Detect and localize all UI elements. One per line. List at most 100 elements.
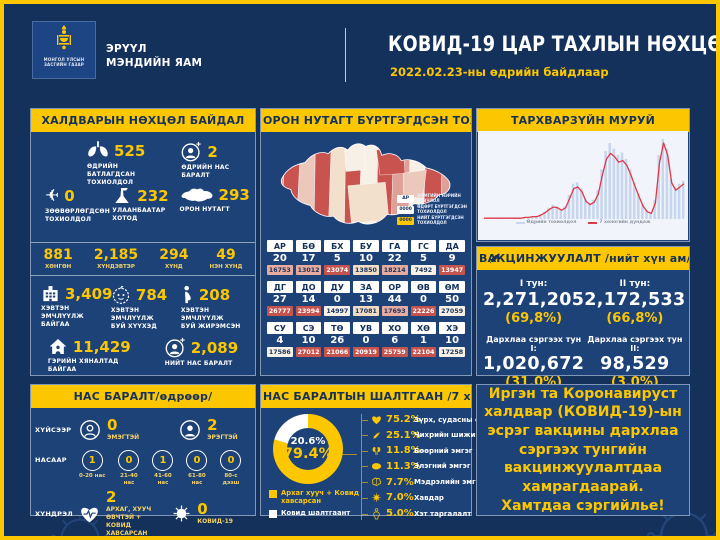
cause-label: Зүрх, судасны өвчин xyxy=(414,415,499,424)
death-count: 2 xyxy=(106,488,117,507)
aimag-code: ДГ xyxy=(267,281,293,293)
aimag-code: СЭ xyxy=(295,322,322,334)
covid-only-share: 20.6% xyxy=(290,435,326,447)
dose-value: 2,172,533 xyxy=(584,290,686,310)
legend-label: ӨДӨРТ БҮРТГЭГДСЭН ТОХИОЛДОЛ xyxy=(417,204,467,214)
death-cause-donut-chart: 20.6% 79.4% xyxy=(273,414,343,484)
death-count: 2 xyxy=(207,416,218,435)
cause-label: Хэт таргалалт xyxy=(414,509,472,518)
obesity-icon xyxy=(370,508,383,520)
aimag-cell-АР: АР 20 16753 xyxy=(267,240,293,275)
aimag-table-row: ДГ 27 26777 ДО 14 23994 ДУ 0 14997 ЗА 13 17081 ОР 44 1… xyxy=(267,281,465,316)
stat-value: 525 xyxy=(114,142,146,160)
cause-list: 75.2% Зүрх, судасны өвчин 25.1% Чихрийн … xyxy=(361,414,499,520)
stat-label: НИЙТ НАС БАРАЛТ xyxy=(164,360,233,367)
heart-pulse-icon xyxy=(79,505,100,524)
aimag-total-cases: 21066 xyxy=(324,347,351,357)
map-legend-item: 0000 ӨДӨРТ БҮРТГЭГДСЭН ТОХИОЛДОЛ xyxy=(397,204,467,214)
age-label: 21-40 нас xyxy=(120,473,138,486)
aimag-daily-cases: 10 xyxy=(301,335,316,346)
aimag-code: ДО xyxy=(295,281,322,293)
legend-swatch xyxy=(588,221,598,224)
brain-icon xyxy=(370,477,383,487)
vaccination-panel: ВАКЦИНЖУУЛАЛТ /нийт хүн ам/ I тун: 2,271… xyxy=(476,246,690,390)
chart-legend-item: 7 хоногийн дундаж xyxy=(588,220,650,225)
logo-caption: МОНГОЛ УЛСЫН ЗАСГИЙН ГАЗАР xyxy=(43,57,85,67)
female-icon xyxy=(79,419,101,441)
aimag-daily-cases: 50 xyxy=(445,294,460,305)
vaccination-stats: I тун: 2,271,205 (69,8%) II тун: 2,172,5… xyxy=(477,270,689,390)
heart-icon xyxy=(370,415,383,425)
panel-title-bar: ВАКЦИНЖУУЛАЛТ /нийт хүн ам/ xyxy=(477,247,689,270)
aimag-code: ТӨ xyxy=(324,322,351,334)
daily-deaths-panel: НАС БАРАЛТ/өдрөөр/ ХҮЙСЭЭР 0 ЭМЭГТЭЙ xyxy=(30,384,256,536)
legend-swatch xyxy=(269,509,277,518)
aimag-daily-cases: 10 xyxy=(359,253,373,264)
aimag-cell-БУ: БУ 10 13850 xyxy=(353,240,379,275)
cause-label: Чихрийн шижин xyxy=(414,431,481,440)
stat-label: ХЭВТЭН ЭМЧЛҮҮЛЖ БАЙГАА xyxy=(41,305,84,328)
aimag-cell-ЗА: ЗА 13 17081 xyxy=(353,281,379,316)
death-label: КОВИД-19 xyxy=(197,518,233,526)
age-label: 0-20 нас xyxy=(79,473,106,479)
stat-daily-deaths: 2 ӨДРИЙН НАС БАРАЛТ xyxy=(181,141,229,184)
aimag-code: АР xyxy=(267,240,293,252)
panel-title: ОРОН НУТАГТ БҮРТГЭГДСЭН ТОХИОЛДОЛ xyxy=(261,109,471,132)
severity-critical: 49 НЭН ХҮНД xyxy=(210,247,243,272)
aimag-total-cases: 26777 xyxy=(267,306,293,316)
legend-label: Өдрийн тохиолдол xyxy=(526,220,577,225)
aimag-daily-cases: 0 xyxy=(362,335,370,346)
aimag-cell-ӨМ: ӨМ 50 27059 xyxy=(439,281,465,316)
aimag-daily-cases: 26 xyxy=(330,335,345,346)
row-label: ХҮЙСЭЭР xyxy=(35,426,72,434)
booster-1-stat: Дархлаа сэргээх тун I: 1,020,672 (31,0%) xyxy=(483,335,584,390)
aimag-total-cases: 25759 xyxy=(381,347,408,357)
home-care-row: 11,429 ГЭРИЙН ХЯНАЛТАД БАЙГАА 2,089 НИЙТ… xyxy=(31,332,255,374)
stat-imported-cases: ✈ 0 ЗӨӨВӨРЛӨГДСӨН ТОХИОЛДОЛ xyxy=(45,186,112,242)
aimag-daily-cases: 5 xyxy=(333,253,341,264)
aimag-total-cases: 20919 xyxy=(353,347,379,357)
aimag-total-cases: 22226 xyxy=(410,306,437,316)
stat-label: ӨДРИЙН БАТЛАГДСАН ТОХИОЛДОЛ xyxy=(87,163,136,186)
aimag-daily-cases: 6 xyxy=(391,335,399,346)
dose-2-stat: II тун: 2,172,533 (66,8%) xyxy=(584,279,685,326)
stat-value: 293 xyxy=(218,186,250,204)
cause-percent: 11.8% xyxy=(386,445,421,457)
cause-label: Элэгний эмгэг xyxy=(414,462,471,471)
aimag-daily-cases: 14 xyxy=(301,294,316,305)
death-count: 0 xyxy=(197,500,208,519)
mongolia-icon xyxy=(180,187,214,204)
aimag-total-cases: 13947 xyxy=(439,265,465,275)
stat-provinces-cases: 293 ОРОН НУТАГТ xyxy=(179,186,250,242)
liver-icon xyxy=(370,462,383,471)
daily-stats-row: 525 ӨДРИЙН БАТЛАГДСАН ТОХИОЛДОЛ 2 ӨДРИЙН… xyxy=(31,132,255,186)
age-group-stat: 0 21-40 нас xyxy=(118,450,140,487)
cause-label: Бөөрний эмгэг xyxy=(414,446,473,455)
panel-title: НАС БАРАЛТ/өдрөөр/ xyxy=(31,385,255,408)
cause-item: 7.0% Хавдар xyxy=(362,492,499,503)
donut-legend: Архаг хууч + Ковид хавсарсан Ковид шалтг… xyxy=(269,489,361,518)
aimag-code: ӨВ xyxy=(410,281,437,293)
page-title: КОВИД-19 ЦАР ТАХЛЫН НӨХЦӨЛ БАЙДАЛ xyxy=(388,32,716,56)
age-count: 1 xyxy=(152,450,174,471)
aimag-total-cases: 17586 xyxy=(267,347,293,357)
virus-icon xyxy=(172,504,191,523)
cause-label: Мэдрэлийн эмгэг xyxy=(414,478,484,487)
aimag-total-cases: 13012 xyxy=(295,265,322,275)
stat-label: ОРОН НУТАГТ xyxy=(179,206,230,213)
deaths-female: 0 ЭМЭГТЭЙ xyxy=(79,418,139,442)
aimag-code: БӨ xyxy=(295,240,322,252)
stat-label: ХЭВТЭН ЭМЧЛҮҮЛЖ БУЙ ЖИРЭМСЭН xyxy=(180,307,241,330)
aimag-daily-cases: 10 xyxy=(445,335,460,346)
row-label: НАСААР xyxy=(35,456,67,464)
donut-legend-item: Архаг хууч + Ковид хавсарсан xyxy=(269,489,361,506)
stat-home-isolation: 11,429 ГЭРИЙН ХЯНАЛТАД БАЙГАА xyxy=(48,337,131,374)
aimag-cell-ХО: ХО 6 25759 xyxy=(381,322,408,357)
severity-label: ХҮНД xyxy=(164,264,183,270)
aimag-daily-cases: 9 xyxy=(448,253,456,264)
deaths-by-sex-row: ХҮЙСЭЭР 0 ЭМЭГТЭЙ 2 ЭР xyxy=(31,413,255,447)
aimag-total-cases: 23074 xyxy=(324,265,351,275)
age-count: 0 xyxy=(118,450,140,471)
row-label: ХҮНДРЭЛ xyxy=(35,510,73,518)
